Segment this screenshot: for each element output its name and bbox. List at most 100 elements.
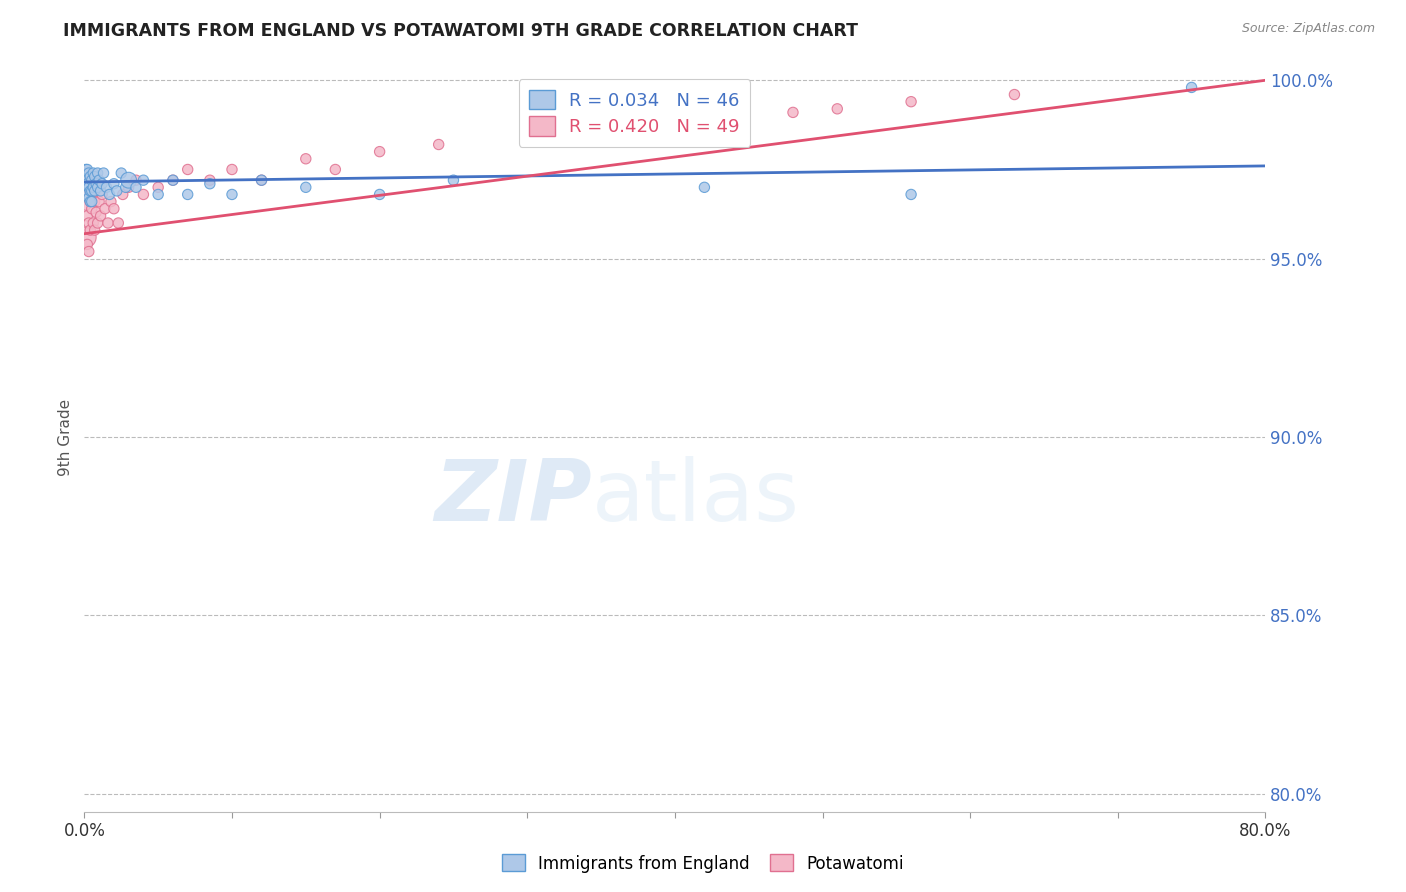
Point: [111, 187, 134, 202]
Point: [86, 216, 108, 230]
Point: [827, 102, 849, 116]
Point: [77, 187, 100, 202]
Text: ZIP: ZIP: [434, 456, 592, 539]
Point: [132, 173, 155, 187]
Point: [132, 187, 155, 202]
Point: [295, 180, 318, 194]
Point: [79, 194, 101, 209]
Point: [96, 180, 118, 194]
Point: [118, 173, 141, 187]
Point: [125, 173, 148, 187]
Point: [443, 173, 465, 187]
Point: [782, 105, 804, 120]
Point: [368, 187, 391, 202]
Point: [325, 162, 347, 177]
Point: [79, 184, 101, 198]
Point: [118, 180, 141, 194]
Point: [83, 169, 105, 184]
Point: [103, 202, 125, 216]
Point: [100, 194, 122, 209]
Point: [91, 177, 114, 191]
Point: [83, 184, 105, 198]
Point: [75, 166, 97, 180]
Point: [82, 187, 104, 202]
Point: [77, 191, 100, 205]
Point: [650, 116, 672, 130]
Point: [98, 187, 121, 202]
Point: [91, 187, 114, 202]
Point: [103, 177, 125, 191]
Text: Source: ZipAtlas.com: Source: ZipAtlas.com: [1241, 22, 1375, 36]
Point: [93, 166, 115, 180]
Point: [86, 166, 108, 180]
Point: [77, 166, 100, 180]
Point: [86, 180, 108, 194]
Point: [90, 209, 112, 223]
Point: [105, 184, 128, 198]
Point: [75, 198, 97, 212]
Point: [723, 109, 745, 123]
Legend: R = 0.034   N = 46, R = 0.420   N = 49: R = 0.034 N = 46, R = 0.420 N = 49: [519, 79, 751, 146]
Point: [90, 184, 112, 198]
Point: [427, 137, 450, 152]
Point: [900, 187, 922, 202]
Point: [107, 216, 129, 230]
Point: [75, 230, 97, 244]
Point: [368, 145, 391, 159]
Point: [900, 95, 922, 109]
Point: [177, 187, 200, 202]
Point: [76, 177, 98, 191]
Point: [97, 216, 120, 230]
Text: atlas: atlas: [592, 456, 800, 539]
Point: [114, 180, 136, 194]
Point: [162, 173, 184, 187]
Point: [295, 152, 318, 166]
Point: [76, 187, 98, 202]
Point: [82, 216, 104, 230]
Point: [82, 180, 104, 194]
Point: [75, 173, 97, 187]
Point: [250, 173, 273, 187]
Point: [83, 194, 105, 209]
Point: [76, 237, 98, 252]
Point: [77, 216, 100, 230]
Point: [76, 180, 98, 194]
Point: [84, 205, 107, 219]
Point: [80, 173, 103, 187]
Point: [125, 180, 148, 194]
Point: [516, 130, 538, 145]
Point: [148, 180, 170, 194]
Point: [79, 194, 101, 209]
Point: [77, 244, 100, 259]
Point: [80, 184, 103, 198]
Point: [110, 166, 132, 180]
Point: [198, 177, 221, 191]
Point: [82, 166, 104, 180]
Point: [80, 173, 103, 187]
Point: [87, 173, 111, 187]
Point: [693, 180, 716, 194]
Y-axis label: 9th Grade: 9th Grade: [58, 399, 73, 475]
Point: [76, 162, 98, 177]
Point: [198, 173, 221, 187]
Point: [250, 173, 273, 187]
Point: [591, 123, 613, 137]
Point: [221, 187, 243, 202]
Point: [80, 194, 103, 209]
Point: [221, 162, 243, 177]
Point: [79, 223, 101, 237]
Point: [87, 194, 111, 209]
Point: [75, 162, 97, 177]
Point: [177, 162, 200, 177]
Point: [94, 202, 117, 216]
Point: [80, 202, 103, 216]
Text: IMMIGRANTS FROM ENGLAND VS POTAWATOMI 9TH GRADE CORRELATION CHART: IMMIGRANTS FROM ENGLAND VS POTAWATOMI 9T…: [63, 22, 858, 40]
Point: [76, 209, 98, 223]
Point: [79, 169, 101, 184]
Legend: Immigrants from England, Potawatomi: Immigrants from England, Potawatomi: [495, 847, 911, 880]
Point: [1004, 87, 1026, 102]
Point: [84, 177, 107, 191]
Point: [148, 187, 170, 202]
Point: [1181, 80, 1204, 95]
Point: [83, 223, 105, 237]
